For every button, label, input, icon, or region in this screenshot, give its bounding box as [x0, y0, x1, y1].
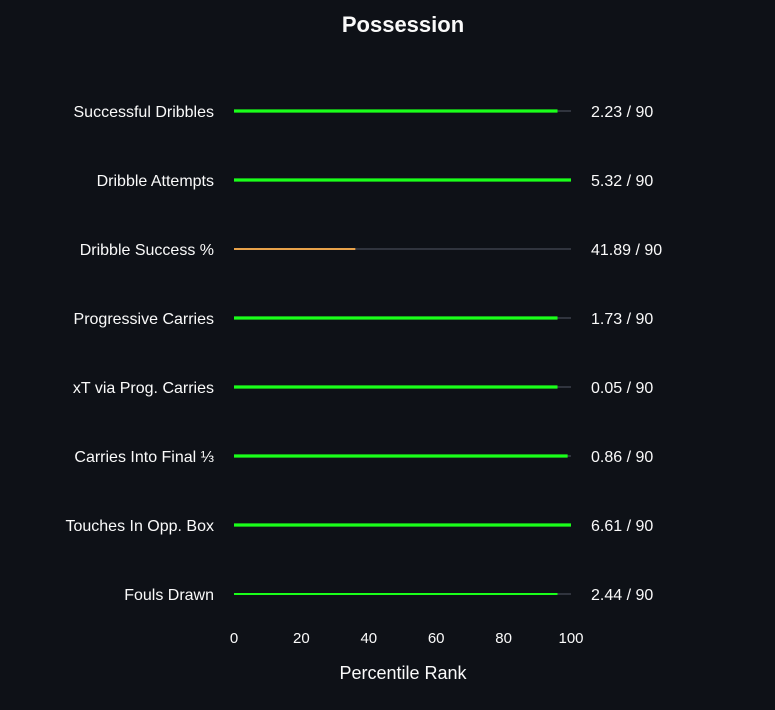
category-label: Dribble Success % [80, 242, 214, 259]
x-tick-label: 20 [293, 630, 310, 647]
value-label: 0.86 / 90 [591, 449, 653, 466]
x-tick-label: 40 [360, 630, 377, 647]
chart-title: Possession [342, 12, 464, 37]
category-label: Successful Dribbles [74, 104, 215, 121]
bar-row: Dribble Attempts 5.32 / 90 [97, 173, 654, 190]
value-label: 6.61 / 90 [591, 518, 653, 535]
bar-row: xT via Prog. Carries 0.05 / 90 [73, 380, 653, 397]
value-label: 5.32 / 90 [591, 173, 653, 190]
bar-row: Touches In Opp. Box 6.61 / 90 [65, 518, 653, 535]
x-axis-ticks: 0 20 40 60 80 100 [230, 630, 584, 647]
category-label: Fouls Drawn [124, 587, 214, 604]
x-tick-label: 80 [495, 630, 512, 647]
bar-row: Progressive Carries 1.73 / 90 [74, 311, 654, 328]
bar-row: Successful Dribbles 2.23 / 90 [74, 104, 654, 121]
x-tick-label: 0 [230, 630, 238, 647]
category-label: Progressive Carries [74, 311, 214, 328]
x-tick-label: 60 [428, 630, 445, 647]
value-label: 0.05 / 90 [591, 380, 653, 397]
x-tick-label: 100 [558, 630, 583, 647]
value-label: 1.73 / 90 [591, 311, 653, 328]
bar-row: Fouls Drawn 2.44 / 90 [124, 587, 653, 604]
value-label: 2.44 / 90 [591, 587, 653, 604]
category-label: xT via Prog. Carries [73, 380, 214, 397]
category-label: Dribble Attempts [97, 173, 214, 190]
bar-row: Carries Into Final ⅓ 0.86 / 90 [74, 449, 653, 466]
value-label: 41.89 / 90 [591, 242, 662, 259]
bar-row: Dribble Success % 41.89 / 90 [80, 242, 663, 259]
category-label: Carries Into Final ⅓ [74, 449, 214, 466]
value-label: 2.23 / 90 [591, 104, 653, 121]
category-label: Touches In Opp. Box [65, 518, 214, 535]
chart-rows: Successful Dribbles 2.23 / 90 Dribble Atte… [65, 104, 662, 604]
x-axis-label: Percentile Rank [339, 663, 467, 683]
